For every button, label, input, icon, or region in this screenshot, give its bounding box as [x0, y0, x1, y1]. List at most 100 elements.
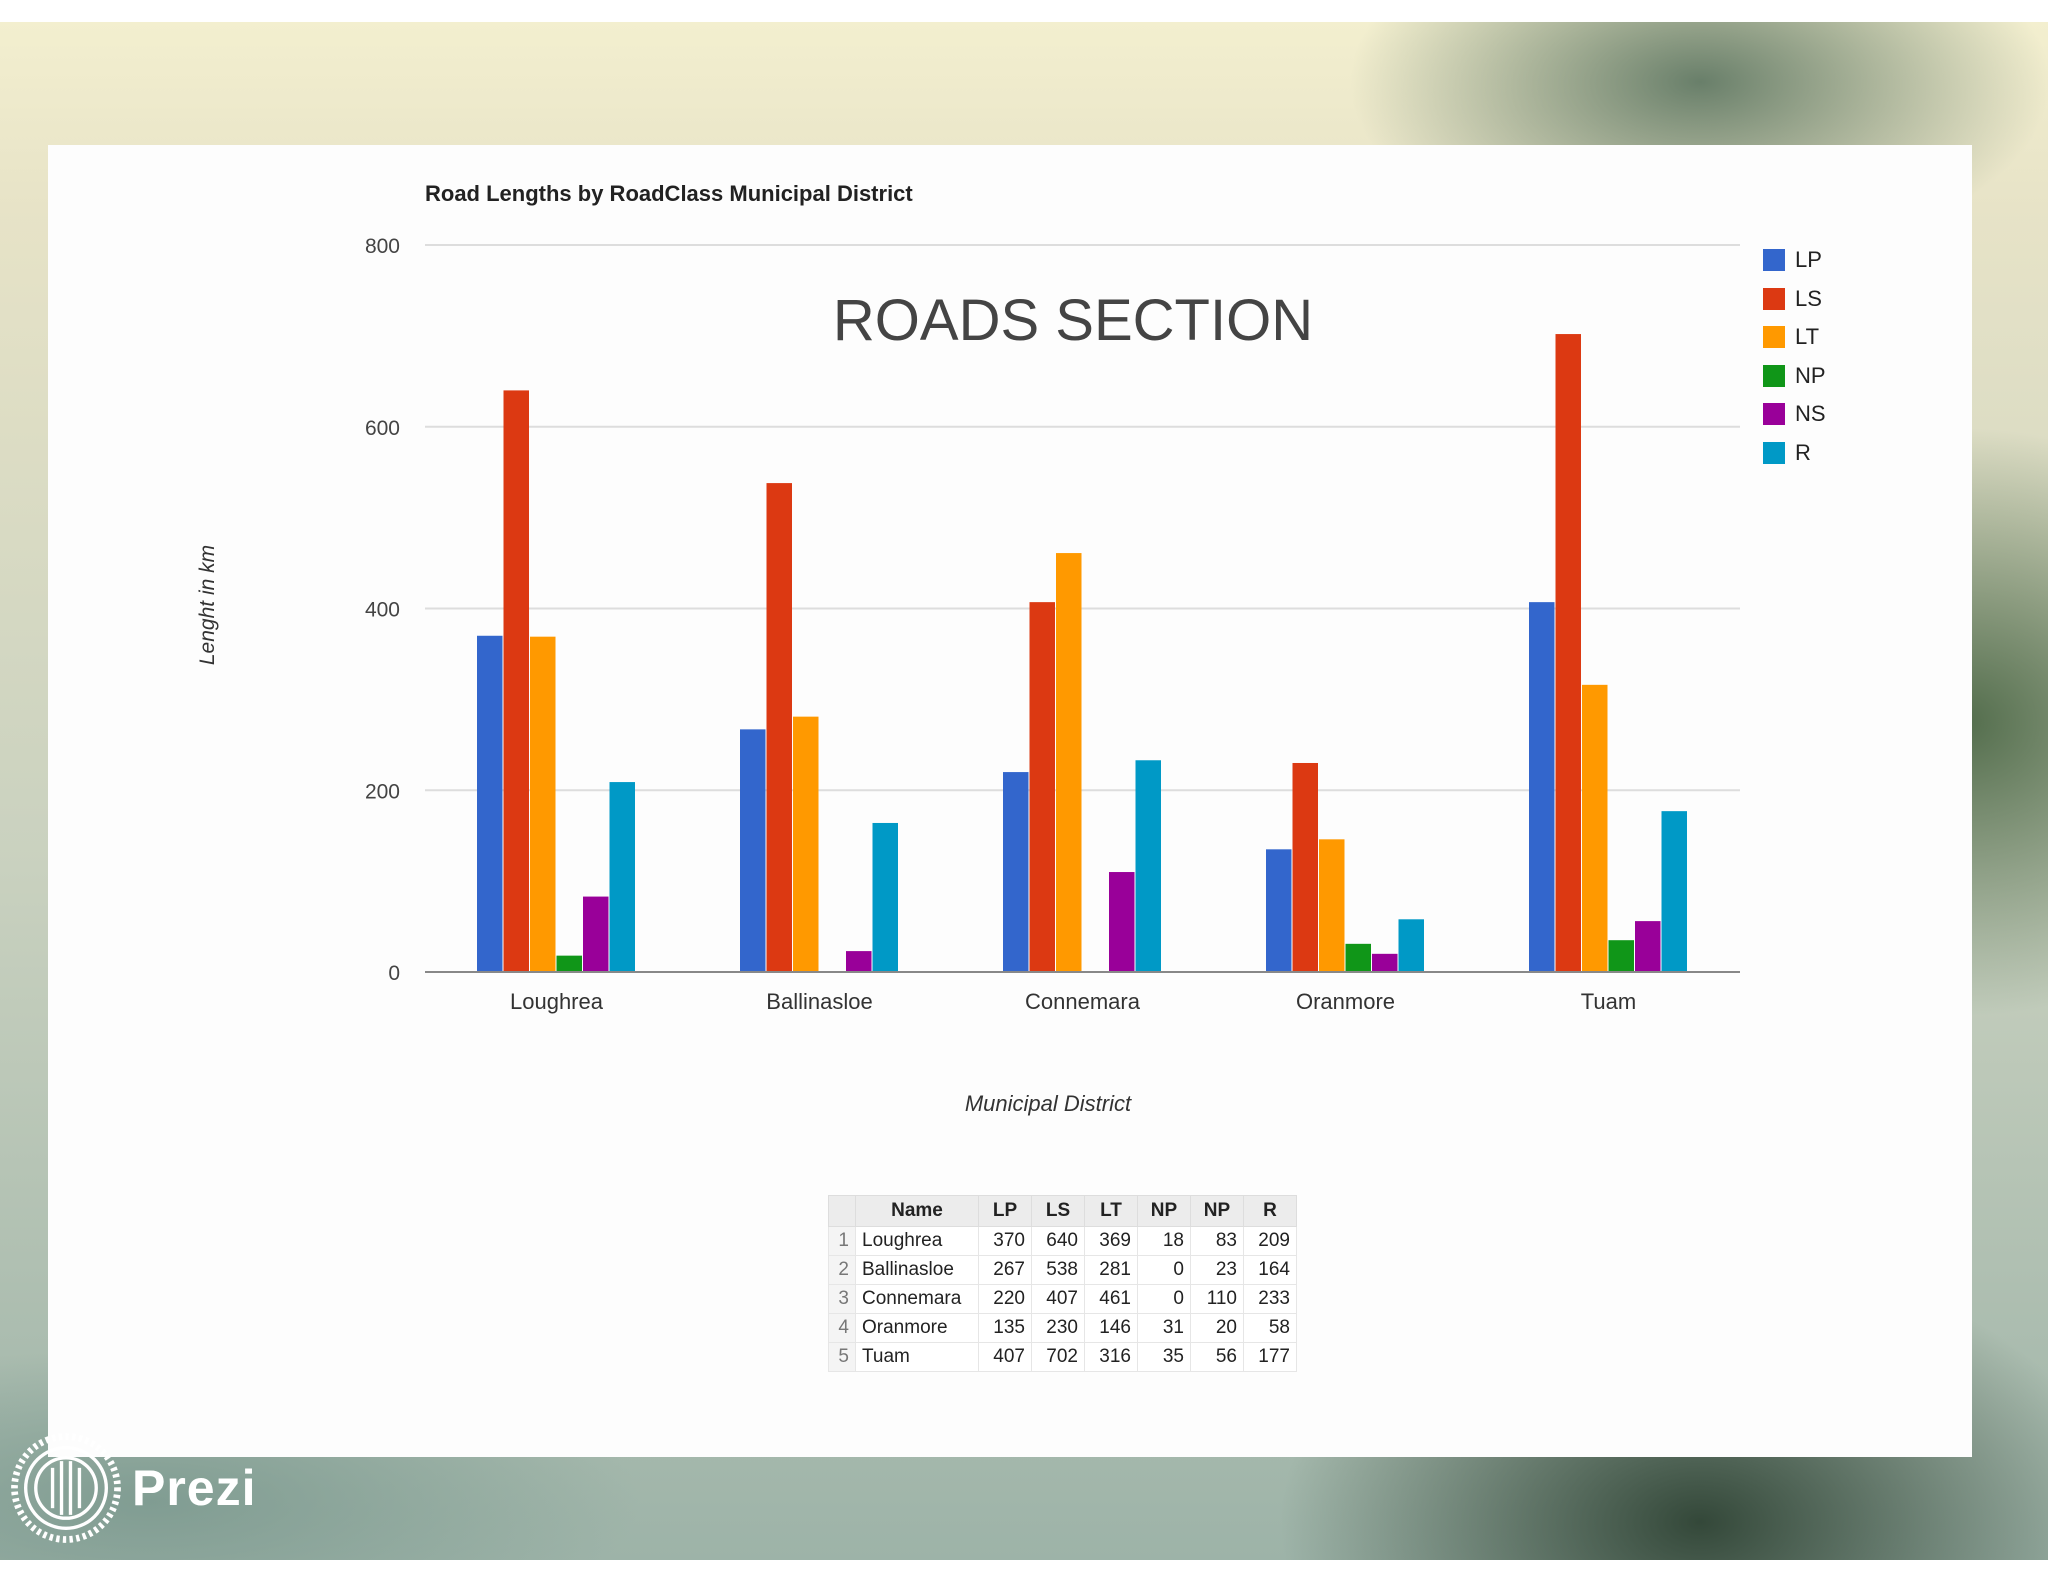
- table-column-header: NP: [1137, 1195, 1191, 1227]
- table-cell-value: 369: [1084, 1226, 1138, 1256]
- legend-swatch: [1763, 364, 1785, 387]
- bar-lt-oranmore: [1319, 839, 1345, 972]
- table-cell-name: Loughrea: [855, 1226, 979, 1256]
- table-cell-value: 230: [1031, 1313, 1085, 1343]
- table-column-header: LT: [1084, 1195, 1138, 1227]
- table-cell-value: 281: [1084, 1255, 1138, 1285]
- bar-lt-ballinasloe: [793, 716, 819, 972]
- legend-swatch: [1763, 403, 1785, 426]
- legend-swatch: [1763, 249, 1785, 272]
- table-cell-value: 0: [1137, 1255, 1191, 1285]
- bar-ns-oranmore: [1372, 953, 1398, 972]
- legend-label: LP: [1795, 247, 1822, 273]
- bar-lt-connemara: [1056, 553, 1082, 972]
- table-cell-value: 0: [1137, 1284, 1191, 1314]
- bar-np-tuam: [1608, 940, 1634, 972]
- table-column-header: LS: [1031, 1195, 1085, 1227]
- x-tick-label: Loughrea: [510, 989, 604, 1014]
- table-cell-value: 220: [978, 1284, 1032, 1314]
- y-tick-label: 200: [365, 780, 400, 803]
- table-cell-value: 538: [1031, 1255, 1085, 1285]
- table-cell-value: 83: [1190, 1226, 1244, 1256]
- bar-lp-ballinasloe: [740, 729, 766, 972]
- table-row: 3 Connemara 220 407 461 0 110 233: [828, 1284, 1297, 1314]
- y-tick-label: 400: [365, 599, 400, 622]
- legend-label: LS: [1795, 285, 1822, 311]
- table-row-index: 4: [828, 1313, 856, 1343]
- table-cell-value: 316: [1084, 1342, 1138, 1372]
- slide-canvas: 0 200 400 600 800 Loughrea Ballinasloe Connemar…: [48, 145, 1972, 1457]
- y-tick-label: 600: [365, 417, 400, 440]
- bar-ls-tuam: [1555, 334, 1581, 972]
- table-row: 5 Tuam 407 702 316 35 56 177: [828, 1342, 1297, 1372]
- table-cell-name: Connemara: [855, 1284, 979, 1314]
- bar-lp-loughrea: [477, 635, 503, 972]
- table-row-index: 3: [828, 1284, 856, 1314]
- legend-label: LT: [1795, 324, 1820, 350]
- table-column-header: LP: [978, 1195, 1032, 1227]
- prezi-wordmark: Prezi: [132, 1460, 257, 1516]
- legend-item-ns: NS: [1763, 395, 1826, 434]
- legend-item-lp: LP: [1763, 241, 1826, 280]
- bar-r-connemara: [1135, 760, 1161, 972]
- table-column-header: R: [1243, 1195, 1297, 1227]
- table-cell-value: 640: [1031, 1226, 1085, 1256]
- table-cell-value: 58: [1243, 1313, 1297, 1343]
- bar-lt-tuam: [1582, 684, 1608, 972]
- y-tick-label: 800: [365, 235, 400, 258]
- bar-ls-ballinasloe: [766, 483, 792, 972]
- bar-ns-ballinasloe: [846, 951, 872, 972]
- table-cell-value: 18: [1137, 1226, 1191, 1256]
- table-column-header: Name: [855, 1195, 979, 1227]
- legend-swatch: [1763, 287, 1785, 310]
- chart-legend: LP LS LT NP NS R: [1763, 241, 1826, 472]
- table-cell-value: 35: [1137, 1342, 1191, 1372]
- table-cell-value: 177: [1243, 1342, 1297, 1372]
- table-cell-value: 110: [1190, 1284, 1244, 1314]
- x-tick-label: Tuam: [1581, 989, 1636, 1014]
- bar-r-ballinasloe: [872, 822, 898, 972]
- table-cell-name: Tuam: [855, 1342, 979, 1372]
- table-cell-value: 23: [1190, 1255, 1244, 1285]
- x-tick-label: Ballinasloe: [766, 989, 872, 1014]
- bar-ls-loughrea: [503, 390, 529, 972]
- legend-item-r: R: [1763, 434, 1826, 473]
- table-cell-value: 370: [978, 1226, 1032, 1256]
- bar-ls-connemara: [1029, 602, 1055, 972]
- bar-ns-tuam: [1635, 921, 1661, 972]
- table-cell-value: 135: [978, 1313, 1032, 1343]
- table-cell-value: 56: [1190, 1342, 1244, 1372]
- table-row-index: 2: [828, 1255, 856, 1285]
- table-column-header: NP: [1190, 1195, 1244, 1227]
- table-cell-value: 461: [1084, 1284, 1138, 1314]
- x-axis-title: Municipal District: [964, 1091, 1132, 1116]
- table-cell-value: 31: [1137, 1313, 1191, 1343]
- y-tick-label: 0: [388, 962, 400, 985]
- bar-ns-connemara: [1109, 872, 1135, 972]
- table-row-index: 5: [828, 1342, 856, 1372]
- table-cell-value: 702: [1031, 1342, 1085, 1372]
- table-header-row: Name LP LS LT NP NP R: [828, 1195, 1297, 1227]
- table-cell-value: 407: [1031, 1284, 1085, 1314]
- x-tick-label: Oranmore: [1296, 989, 1395, 1014]
- bar-ns-loughrea: [583, 896, 609, 972]
- table-cell-value: 164: [1243, 1255, 1297, 1285]
- table-cell-value: 209: [1243, 1226, 1297, 1256]
- legend-label: R: [1795, 439, 1811, 465]
- table-cell-value: 407: [978, 1342, 1032, 1372]
- table-cell-value: 20: [1190, 1313, 1244, 1343]
- x-tick-label: Connemara: [1025, 989, 1141, 1014]
- data-table: Name LP LS LT NP NP R 1 Loughrea 370 640 369 18 83 20…: [828, 1195, 1297, 1372]
- bar-lp-tuam: [1529, 602, 1555, 972]
- table-cell-value: 146: [1084, 1313, 1138, 1343]
- legend-item-ls: LS: [1763, 280, 1826, 319]
- table-cell-name: Oranmore: [855, 1313, 979, 1343]
- legend-label: NS: [1795, 401, 1826, 427]
- bar-np-loughrea: [556, 955, 582, 972]
- bar-chart: 0 200 400 600 800 Loughrea Ballinasloe Connemar…: [365, 235, 1740, 1014]
- legend-item-np: NP: [1763, 357, 1826, 396]
- table-row-index: 1: [828, 1226, 856, 1256]
- table-cell-value: 233: [1243, 1284, 1297, 1314]
- bar-lp-oranmore: [1266, 849, 1292, 972]
